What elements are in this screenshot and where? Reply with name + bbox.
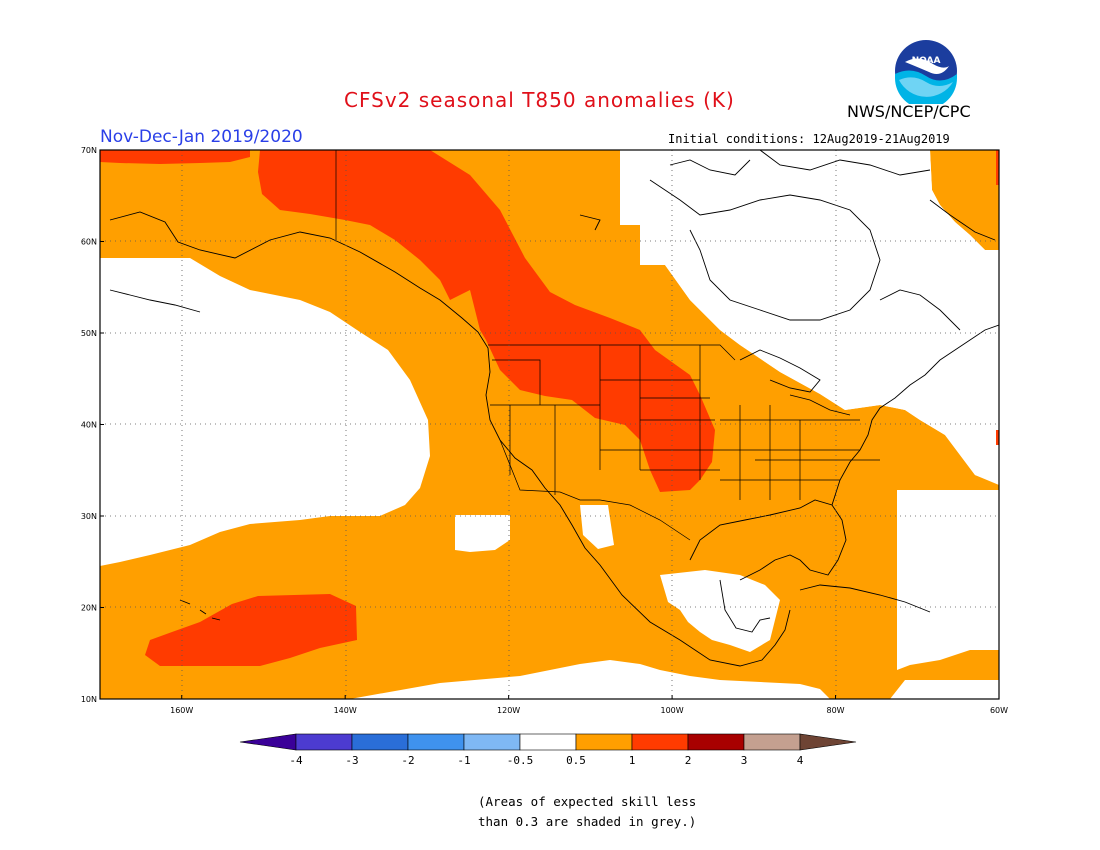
colorbar-label: 3 xyxy=(741,754,748,767)
footnote-line-1: (Areas of expected skill less xyxy=(478,794,697,809)
lat-tick-label: 70N xyxy=(81,146,97,155)
colorbar-label: 4 xyxy=(797,754,804,767)
anomaly-shading-0.5-1 xyxy=(100,150,999,699)
colorbar-label: 0.5 xyxy=(566,754,586,767)
noaa-logo: NOAA xyxy=(895,40,957,104)
colorbar-arrow-low xyxy=(239,733,297,751)
colorbar-segments xyxy=(239,733,857,751)
colorbar: -4 -3 -2 -1 -0.5 0.5 1 2 3 4 xyxy=(239,733,857,767)
logo-text: NOAA xyxy=(912,56,941,66)
lon-tick-label: 60W xyxy=(990,706,1008,715)
lat-tick-label: 50N xyxy=(81,329,97,338)
season-label: Nov-Dec-Jan 2019/2020 xyxy=(100,127,303,147)
colorbar-label: -0.5 xyxy=(507,754,534,767)
lon-tick-label: 140W xyxy=(334,706,357,715)
colorbar-box xyxy=(743,733,801,751)
lon-tick-label: 80W xyxy=(826,706,844,715)
colorbar-box xyxy=(295,733,353,751)
colorbar-box xyxy=(463,733,521,751)
colorbar-label: 1 xyxy=(629,754,636,767)
colorbar-box xyxy=(407,733,465,751)
colorbar-label: 2 xyxy=(685,754,692,767)
latitude-ticks: 10N 20N 30N 40N 50N 60N 70N xyxy=(81,146,104,704)
lat-tick-label: 30N xyxy=(81,512,97,521)
political-borders xyxy=(335,150,880,541)
figure-title: CFSv2 seasonal T850 anomalies (K) xyxy=(344,88,735,112)
colorbar-labels: -4 -3 -2 -1 -0.5 0.5 1 2 3 4 xyxy=(289,754,803,767)
neutral-areas xyxy=(100,150,999,699)
skill-footnote: (Areas of expected skill less than 0.3 a… xyxy=(478,792,696,832)
colorbar-box xyxy=(351,733,409,751)
colorbar-arrow-high xyxy=(799,733,857,751)
lat-tick-label: 60N xyxy=(81,238,97,247)
initial-conditions-label: Initial conditions: 12Aug2019-21Aug2019 xyxy=(668,132,950,146)
colorbar-box xyxy=(631,733,689,751)
colorbar-box xyxy=(575,733,633,751)
lon-tick-label: 160W xyxy=(170,706,193,715)
lon-tick-label: 120W xyxy=(497,706,520,715)
coastlines xyxy=(109,150,999,667)
lon-tick-label: 100W xyxy=(660,706,683,715)
anomaly-shading-1-2 xyxy=(100,150,999,666)
colorbar-label: -2 xyxy=(401,754,414,767)
lat-tick-label: 40N xyxy=(81,421,97,430)
colorbar-box xyxy=(519,733,577,751)
colorbar-label: -1 xyxy=(457,754,470,767)
colorbar-label: -4 xyxy=(289,754,303,767)
colorbar-box xyxy=(687,733,745,751)
longitude-ticks: 160W 140W 120W 100W 80W 60W xyxy=(170,695,1008,715)
agency-label: NWS/NCEP/CPC xyxy=(847,102,971,121)
lat-tick-label: 10N xyxy=(81,695,97,704)
lat-tick-label: 20N xyxy=(81,604,97,613)
footnote-line-2: than 0.3 are shaded in grey.) xyxy=(478,814,697,829)
colorbar-label: -3 xyxy=(345,754,358,767)
anomaly-map: 10N 20N 30N 40N 50N 60N 70N 160W 140W 120W 100W 80… xyxy=(81,146,1008,715)
